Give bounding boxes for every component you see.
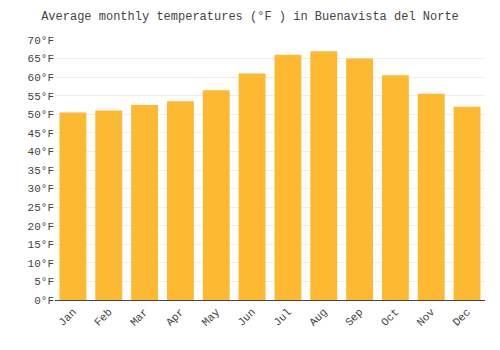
- svg-text:20°F: 20°F: [28, 221, 54, 233]
- svg-text:45°F: 45°F: [28, 128, 54, 140]
- svg-text:Oct: Oct: [379, 306, 401, 328]
- svg-text:30°F: 30°F: [28, 183, 54, 195]
- svg-text:Nov: Nov: [415, 306, 438, 329]
- svg-text:40°F: 40°F: [28, 146, 54, 158]
- svg-text:50°F: 50°F: [28, 109, 54, 121]
- svg-text:35°F: 35°F: [28, 165, 54, 177]
- svg-text:Apr: Apr: [164, 306, 186, 328]
- svg-text:10°F: 10°F: [28, 258, 54, 270]
- svg-text:Feb: Feb: [92, 306, 114, 328]
- svg-text:Jul: Jul: [271, 306, 293, 328]
- svg-text:5°F: 5°F: [34, 276, 54, 288]
- svg-text:Aug: Aug: [307, 306, 329, 328]
- svg-text:0°F: 0°F: [34, 295, 54, 307]
- svg-text:Mar: Mar: [128, 306, 150, 328]
- svg-text:Jun: Jun: [236, 306, 258, 328]
- svg-text:70°F: 70°F: [28, 35, 54, 47]
- svg-text:Sep: Sep: [343, 306, 365, 328]
- svg-text:25°F: 25°F: [28, 202, 54, 214]
- svg-text:65°F: 65°F: [28, 53, 54, 65]
- svg-text:Average monthly temperatures (: Average monthly temperatures (°F ) in Bu…: [41, 10, 459, 24]
- svg-text:Dec: Dec: [451, 306, 473, 328]
- svg-text:Jan: Jan: [56, 306, 78, 328]
- svg-text:60°F: 60°F: [28, 72, 54, 84]
- svg-text:15°F: 15°F: [28, 239, 54, 251]
- svg-text:May: May: [200, 306, 223, 329]
- svg-text:55°F: 55°F: [28, 91, 54, 103]
